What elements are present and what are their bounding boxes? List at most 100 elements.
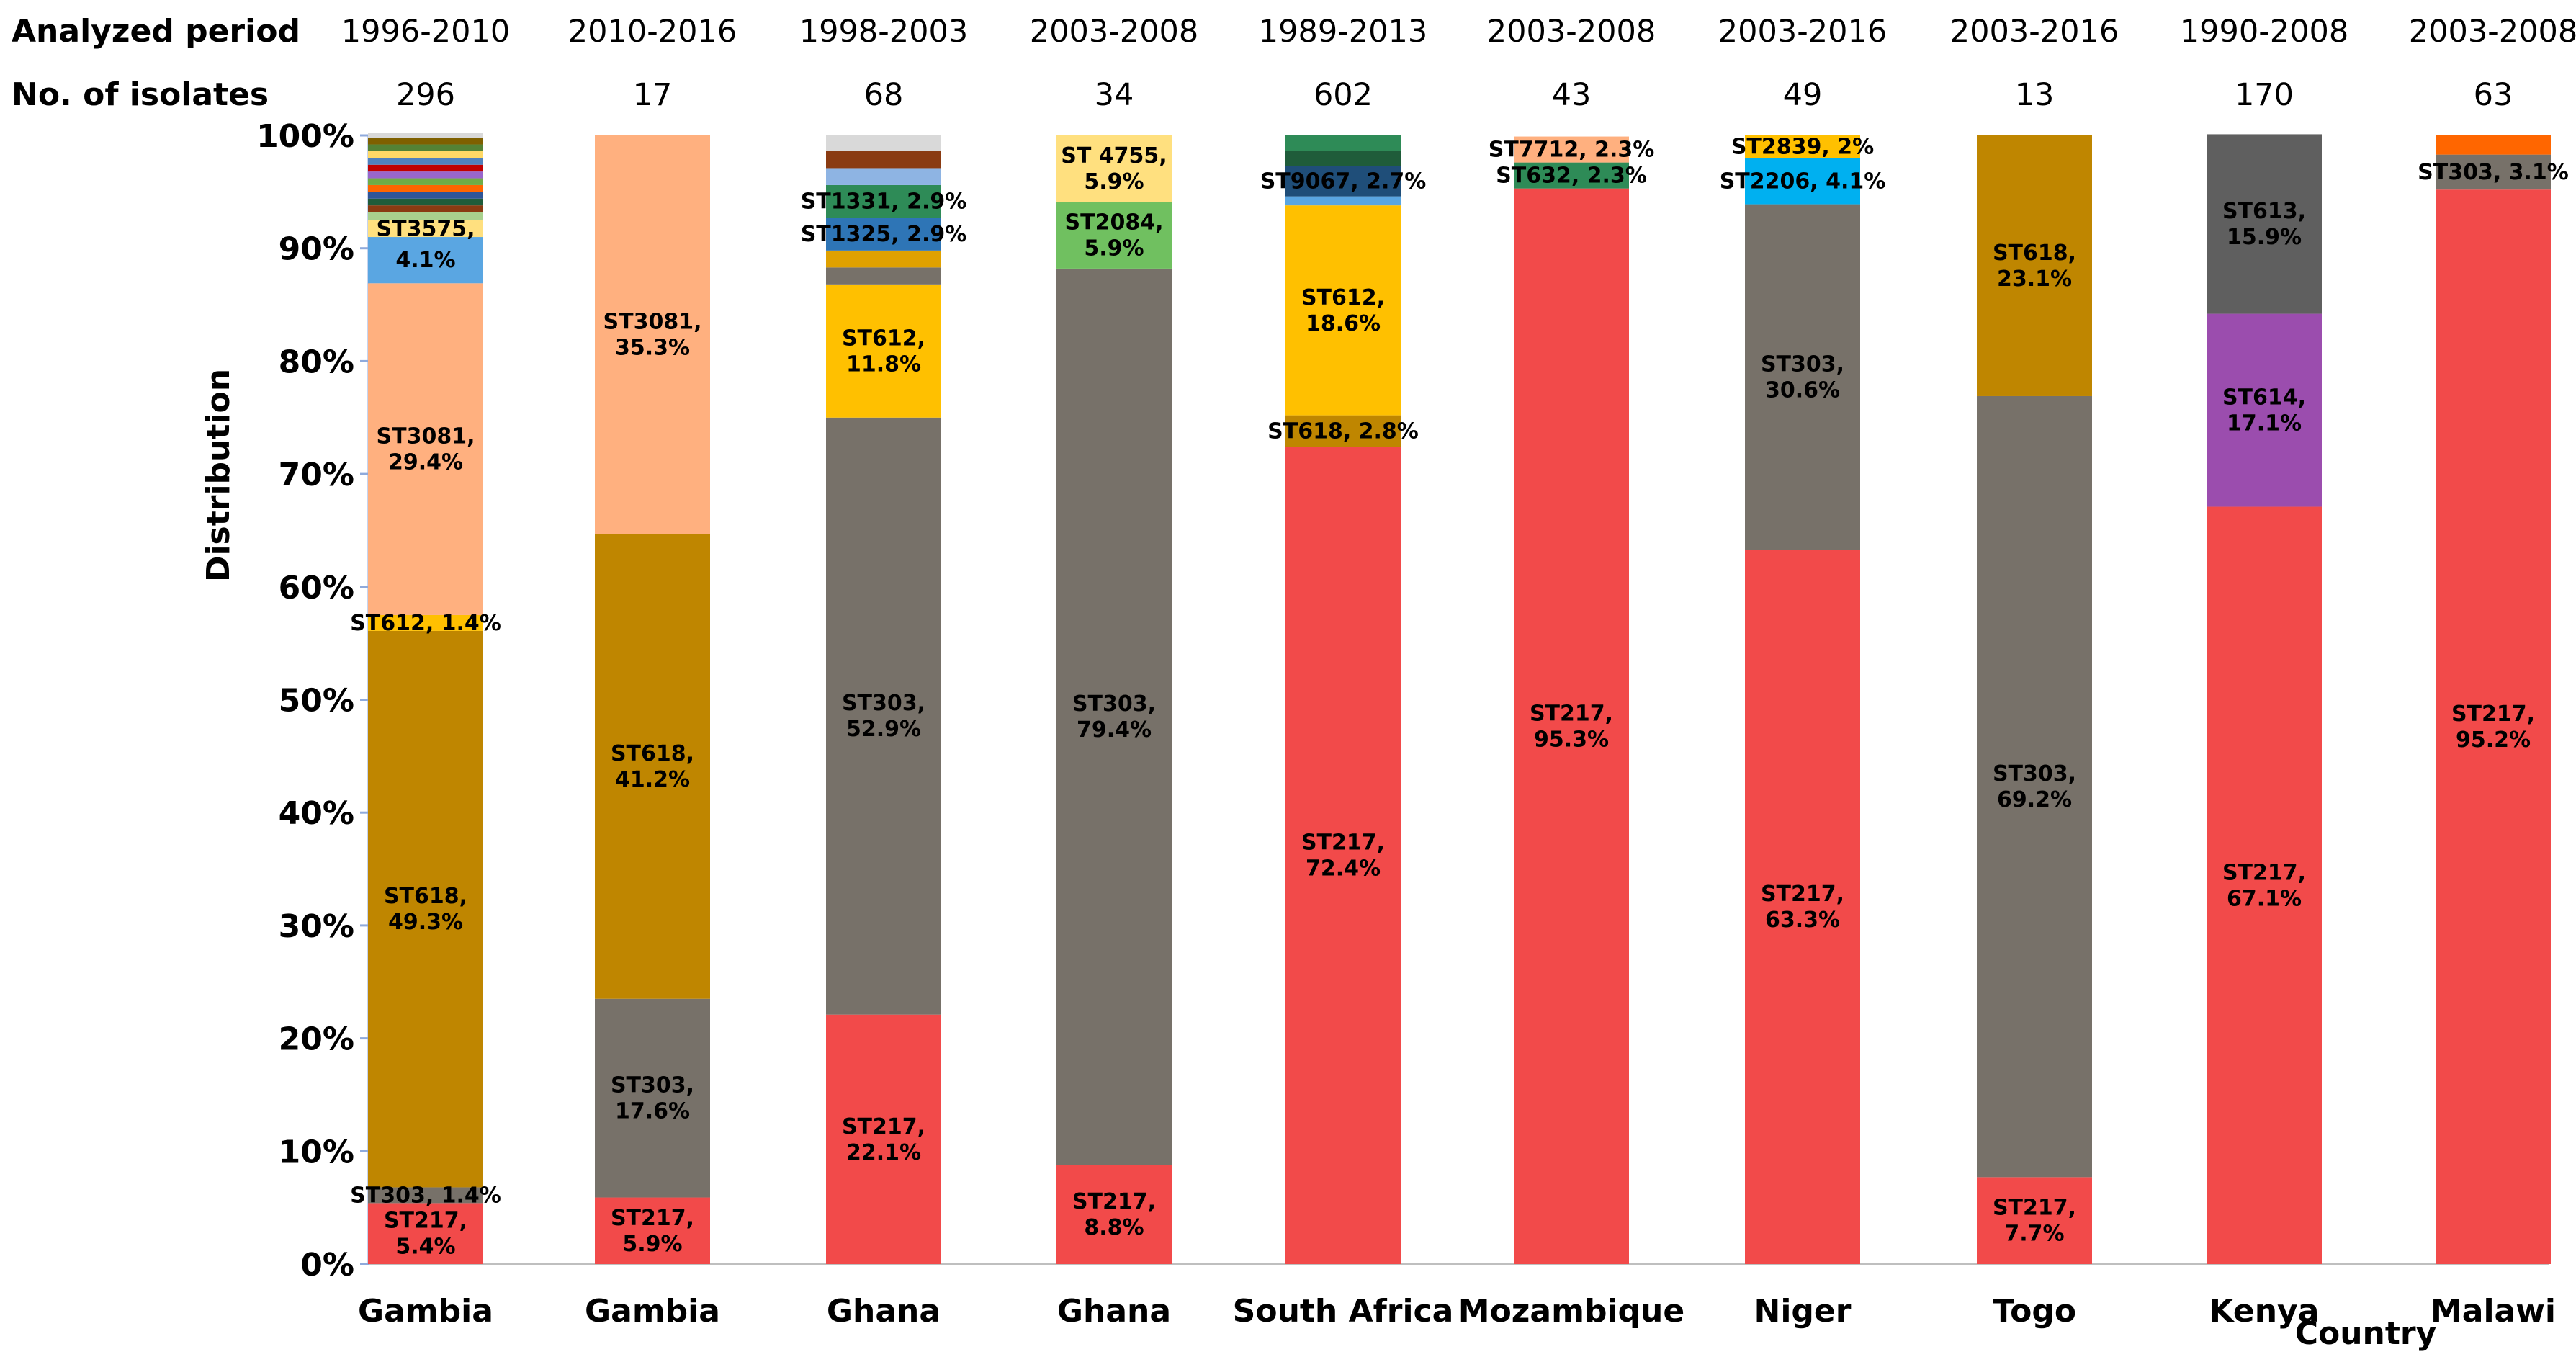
segment-data-label: ST9067, 2.7%	[1260, 169, 1427, 194]
bar-segment-other-3[interactable]	[368, 205, 483, 212]
bar-segment-st303[interactable]	[1977, 395, 2092, 1178]
y-tick-label: 50%	[279, 683, 354, 720]
bar-segment-st614[interactable]	[2207, 313, 2322, 507]
bar-segment-st217[interactable]	[368, 1203, 483, 1264]
bar-segment-other-13[interactable]	[368, 138, 483, 145]
header-value: 170	[2235, 77, 2294, 113]
segment-data-label: ST217, 67.1%	[2222, 860, 2306, 911]
segment-data-label: ST618, 2.8%	[1267, 419, 1419, 444]
x-category-label: Kenya	[2209, 1293, 2320, 1330]
segment-data-label: ST217, 5.9%	[611, 1206, 694, 1257]
bar-segment-st2206[interactable]	[1745, 158, 1860, 205]
bar-segment-other-14[interactable]	[368, 133, 483, 138]
x-category-label: Niger	[1754, 1293, 1852, 1330]
bar-segment-st303[interactable]	[1745, 204, 1860, 550]
bar-segment-st303[interactable]	[595, 998, 710, 1198]
x-axis: Gambia Gambia Ghana Ghana South Africa Mozamb…	[358, 1293, 2556, 1352]
bar-segment-st3575[interactable]	[368, 220, 483, 238]
bar-segment-st612[interactable]	[368, 614, 483, 631]
segment-data-label: ST613, 15.9%	[2222, 199, 2306, 250]
bar-segment-st612[interactable]	[1285, 205, 1401, 416]
header-value: 2003-2008	[1030, 14, 1198, 50]
bar-segment-other-5[interactable]	[368, 192, 483, 199]
bar-segment-other-4[interactable]	[368, 198, 483, 206]
bar-segment-st7712[interactable]	[1514, 136, 1629, 163]
bar-segment-st2084[interactable]	[1056, 202, 1172, 269]
bar-segment-st303[interactable]	[368, 1187, 483, 1204]
segment-data-label: ST614, 17.1%	[2222, 385, 2306, 436]
y-axis-title: Distribution	[200, 369, 237, 582]
y-tick-label: 90%	[279, 231, 354, 268]
bar-segment-st2839[interactable]	[1745, 135, 1860, 158]
bar-segment-st1331[interactable]	[826, 184, 941, 218]
bar-segment-other-8[interactable]	[368, 171, 483, 179]
bar-segment-st303[interactable]	[1056, 268, 1172, 1165]
bar-segment-st613[interactable]	[2207, 134, 2322, 314]
bar-segment-st618[interactable]	[595, 534, 710, 999]
bar-segment-st618[interactable]	[368, 630, 483, 1188]
bar-segment-other-5[interactable]	[826, 135, 941, 151]
segment-data-label: ST2839, 2%	[1731, 135, 1874, 160]
header-value: 68	[864, 77, 904, 113]
bar-segment-st303[interactable]	[2436, 154, 2551, 190]
y-tick-label: 100%	[256, 118, 354, 155]
bar-segment-other-1[interactable]	[1285, 196, 1401, 206]
bar-segment-st632[interactable]	[1514, 162, 1629, 189]
y-tick-label: 70%	[279, 457, 354, 493]
bar-segment-other-1[interactable]	[2436, 135, 2551, 155]
bar-segment-st303[interactable]	[826, 417, 941, 1015]
bar-segment-other-3[interactable]	[1285, 135, 1401, 151]
bar-segment-st217[interactable]	[826, 1014, 941, 1264]
segment-data-label: ST303, 52.9%	[842, 691, 925, 742]
y-tick-label: 0%	[300, 1247, 354, 1283]
bar-segment-st217[interactable]	[1056, 1165, 1172, 1264]
bar-segment-st-4755[interactable]	[1056, 135, 1172, 202]
segment-data-label: ST217, 95.2%	[2451, 702, 2535, 753]
bar-segment-st618[interactable]	[1285, 415, 1401, 447]
x-category-label: Togo	[1993, 1293, 2076, 1330]
bar-segment-other-7[interactable]	[368, 178, 483, 185]
bar-segment-other-11[interactable]	[368, 151, 483, 158]
bar-segment-st9067[interactable]	[1285, 166, 1401, 197]
bar-segment-st612[interactable]	[826, 284, 941, 418]
bar-segment-st1325[interactable]	[826, 218, 941, 251]
bar-segment-st217[interactable]	[1285, 447, 1401, 1265]
bar-segment-st217[interactable]	[595, 1197, 710, 1264]
segment-data-label: ST303, 69.2%	[1993, 761, 2076, 812]
header-value: 2003-2008	[2409, 14, 2576, 50]
bar-segment-st217[interactable]	[1745, 550, 1860, 1264]
header-value: 1990-2008	[2180, 14, 2348, 50]
bar-segment-st217[interactable]	[2207, 506, 2322, 1265]
y-axis: 0% 10% 20% 30% 40% 50% 60% 70% 80% 90% 100% Distrib…	[200, 118, 2549, 1283]
bar-segment-st3081[interactable]	[368, 283, 483, 615]
segment-data-label: 4.1%	[395, 248, 455, 273]
bar-segment-other-12[interactable]	[368, 144, 483, 151]
header-value: 1996-2010	[341, 14, 510, 50]
bar-segment-other-1[interactable]	[826, 267, 941, 285]
bar-segment-other-2[interactable]	[826, 250, 941, 268]
x-category-label: Ghana	[827, 1293, 941, 1330]
bar-segment-st217[interactable]	[1514, 188, 1629, 1265]
segment-data-label: ST303, 1.4%	[350, 1183, 501, 1208]
segment-data-label: ST1325, 2.9%	[801, 222, 967, 247]
y-tick-label: 60%	[279, 570, 354, 606]
bar-segment-other-9[interactable]	[368, 164, 483, 172]
bar-segment-other-2[interactable]	[1285, 151, 1401, 166]
header-value: 1998-2003	[799, 14, 968, 50]
bar-segment-st217[interactable]	[1977, 1177, 2092, 1264]
segment-data-label: ST3081, 35.3%	[603, 310, 702, 361]
x-category-label: Gambia	[585, 1293, 720, 1330]
bar-segment-other-2[interactable]	[368, 212, 483, 220]
bar-segment-st3081[interactable]	[595, 135, 710, 534]
bar-segment-other-3[interactable]	[826, 168, 941, 185]
bar-segment-other-1[interactable]	[368, 237, 483, 284]
bar-segment-other-6[interactable]	[368, 184, 483, 192]
header-value: 2003-2016	[1718, 14, 1887, 50]
bar-segment-st217[interactable]	[2436, 189, 2551, 1264]
x-category-label: Mozambique	[1458, 1293, 1684, 1330]
bar-segment-other-10[interactable]	[368, 158, 483, 165]
segment-data-label: ST217, 7.7%	[1993, 1196, 2076, 1247]
bar-segment-st618[interactable]	[1977, 135, 2092, 396]
bar-segment-other-4[interactable]	[826, 151, 941, 169]
